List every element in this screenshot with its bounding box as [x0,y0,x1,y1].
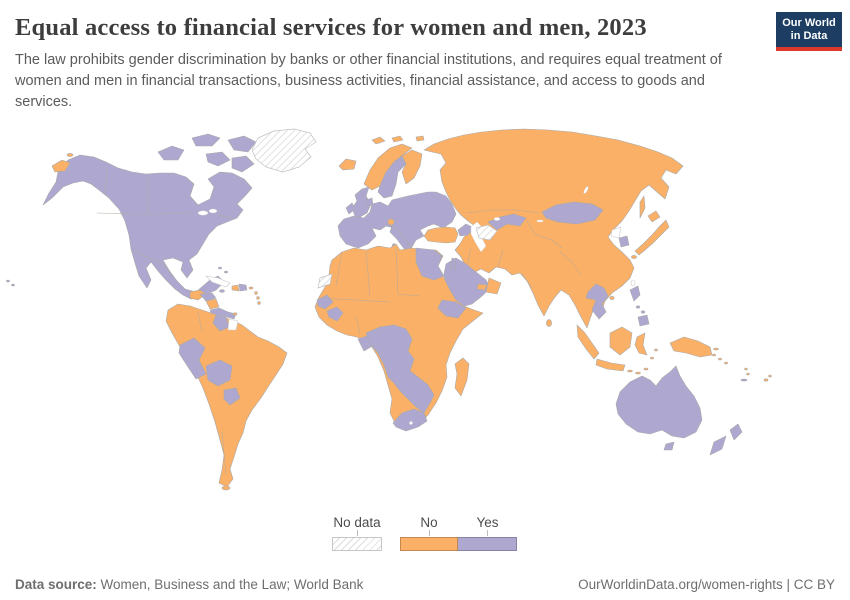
region-lesotho[interactable] [409,421,413,425]
region-madagascar[interactable] [454,357,470,397]
region-oman[interactable] [485,277,502,295]
legend-label-no: No [420,515,438,530]
region-borneo[interactable] [609,326,633,356]
region-tierra-del-fuego[interactable] [221,485,231,491]
region-jamaica[interactable] [219,289,225,293]
region-ireland[interactable] [345,202,356,215]
region-guatemala-belize[interactable] [189,289,207,301]
region-sri-lanka[interactable] [546,319,552,327]
region-norway[interactable] [363,143,413,191]
owid-logo-line2: in Data [790,29,828,42]
region-peru[interactable] [178,337,207,380]
world-map[interactable] [0,118,850,518]
owid-logo[interactable]: Our World in Data [776,12,842,51]
region-melanesia-islands[interactable] [712,347,772,382]
footer-link[interactable]: OurWorldinData.org/women-rights | CC BY [578,577,835,592]
region-south-africa[interactable] [392,408,428,432]
region-finland[interactable] [401,149,423,185]
region-cote-divoire-liberia[interactable] [326,306,344,322]
region-papua-new-guinea[interactable] [669,336,713,358]
border-chile-argentina [221,431,227,475]
region-turkey[interactable] [423,226,459,244]
border-colombia-venezuela [197,311,203,333]
region-sweden[interactable] [377,155,407,199]
region-bahamas[interactable] [218,266,228,274]
region-guyana[interactable] [212,314,230,332]
region-honduras[interactable] [199,292,217,302]
region-greenland[interactable] [251,128,317,173]
region-svalbard[interactable] [371,135,425,145]
region-indonesia-small-islands[interactable] [627,348,658,375]
region-ethiopia[interactable] [437,299,467,319]
region-sulawesi[interactable] [634,332,648,356]
region-uzbekistan-kyrgyzstan-tajikistan[interactable] [487,213,527,231]
region-cuba[interactable] [205,275,231,288]
region-drc-zambia-zimbabwe-mozambique[interactable] [365,324,435,414]
region-israel[interactable] [450,257,457,271]
legend-tick-no-data [357,530,358,536]
data-source-label: Data source: [15,577,97,592]
region-egypt[interactable] [415,247,445,281]
country-borders-asia [465,209,581,289]
region-uae[interactable] [476,283,488,291]
region-java[interactable] [595,358,626,372]
region-turkmenistan[interactable] [475,224,498,241]
country-borders-africa [319,247,421,335]
region-wrangel-island[interactable] [66,153,74,157]
region-continental-europe[interactable] [337,191,457,249]
region-suriname[interactable] [227,318,239,331]
region-bolivia[interactable] [205,359,233,387]
region-mongolia[interactable] [541,201,604,225]
region-nicaragua[interactable] [205,298,220,310]
region-canada-usa-mexico[interactable] [42,154,253,300]
legend-tick-yes [487,530,488,536]
region-western-sahara[interactable] [317,273,333,289]
region-iceland[interactable] [338,158,357,171]
region-tasmania[interactable] [663,441,675,451]
data-source: Data source: Women, Business and the Law… [15,577,363,592]
country-borders-north-america [96,168,233,278]
lakes-asia [493,186,589,223]
region-dominican-republic[interactable] [238,283,248,292]
legend-label-yes: Yes [476,515,499,530]
region-haiti[interactable] [231,284,240,292]
legend-swatch-no[interactable] [400,537,458,551]
region-canada-arctic-islands[interactable] [157,133,257,173]
region-new-zealand[interactable] [709,423,743,456]
region-paraguay[interactable] [223,387,241,406]
region-lesser-antilles[interactable] [232,286,261,316]
region-vietnam-laos-cambodia[interactable] [585,283,609,320]
great-lakes [197,208,218,216]
region-hawaii[interactable] [6,279,15,287]
region-sakhalin[interactable] [639,195,646,219]
chart-subtitle: The law prohibits gender discrimination … [15,52,722,110]
region-taiwan[interactable] [630,279,636,287]
region-south-korea[interactable] [618,235,630,248]
region-hainan[interactable] [609,296,615,300]
legend-tick-no [429,530,430,536]
region-new-caledonia[interactable] [740,378,748,382]
map-legend: No data No Yes [0,514,850,554]
legend-swatch-yes[interactable] [458,537,517,551]
owid-logo-line1: Our World [782,16,836,29]
region-japan[interactable] [631,210,670,259]
region-chukotka-wrap[interactable] [51,159,71,173]
chart-footer: Data source: Women, Business and the Law… [0,577,850,592]
page-title: Equal access to financial services for w… [15,14,647,41]
legend-label-no-data: No data [333,515,381,530]
region-philippines[interactable] [629,285,650,327]
region-switzerland[interactable] [387,218,395,226]
legend-swatch-no-data[interactable] [332,537,382,551]
region-australia[interactable] [615,365,703,439]
data-source-text: Women, Business and the Law; World Bank [96,577,364,592]
region-sumatra[interactable] [576,324,600,360]
